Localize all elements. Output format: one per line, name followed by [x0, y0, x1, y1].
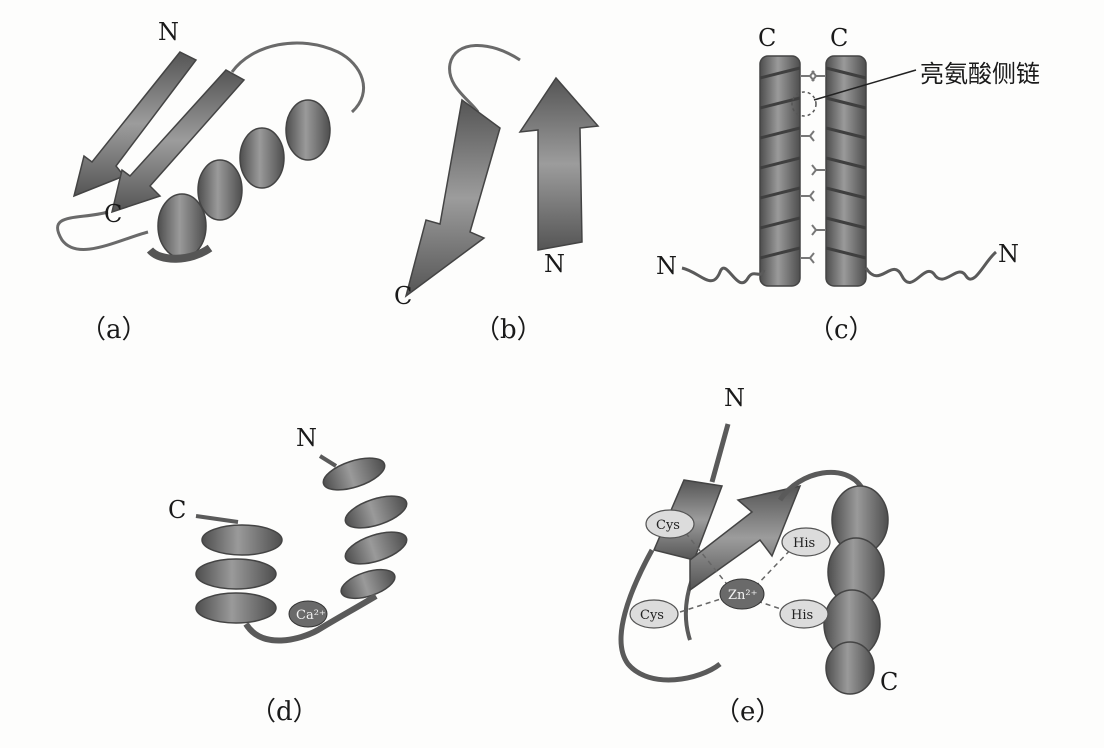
panel-e: Cys Cys His His Zn²⁺ N C （e） — [618, 384, 898, 727]
panel-e-zinc-label: Zn²⁺ — [728, 588, 757, 603]
panel-d-calcium-ion — [288, 600, 328, 628]
panel-e-helix — [823, 485, 889, 695]
panel-d-n-terminus: N — [296, 424, 317, 452]
panel-b-c-terminus: C — [394, 282, 412, 310]
panel-a: N C （a） — [56, 18, 365, 345]
panel-e-loop-left — [618, 548, 722, 683]
panel-a-loop — [56, 210, 149, 251]
panel-a-n-terminus: N — [158, 18, 179, 46]
panel-e-c-terminus: C — [880, 668, 898, 696]
panel-d-c-tail — [195, 514, 239, 524]
panel-a-top-loop — [230, 41, 365, 114]
panel-b-strand-n — [518, 76, 600, 251]
panel-e-n-terminus: N — [724, 384, 745, 412]
panel-b-n-terminus: N — [544, 250, 565, 278]
panel-c-tail-right — [864, 250, 998, 284]
panel-c-n-terminus-left: N — [656, 252, 677, 280]
panel-b-loop — [448, 44, 521, 113]
panel-e-cys-bottom — [629, 599, 679, 629]
panel-d-n-tail — [318, 454, 338, 468]
panel-a-helix — [146, 99, 331, 263]
panel-c-pointer-line — [813, 69, 917, 101]
panel-c-dotted-circle — [791, 91, 817, 117]
panel-d: Ca²⁺ N C （d） — [168, 424, 408, 727]
panel-a-c-terminus: C — [104, 200, 122, 228]
panel-d-helix-right — [322, 457, 408, 600]
panel-e-caption: （e） — [714, 697, 781, 727]
panel-c-c-terminus-left: C — [758, 24, 776, 52]
panel-a-caption: （a） — [80, 315, 148, 345]
panel-c-tail-left — [681, 266, 766, 285]
panel-e-cys-bottom-label: Cys — [640, 608, 664, 623]
panel-e-n-tail — [709, 423, 731, 483]
panel-e-strand-2 — [689, 484, 802, 592]
panel-a-strand-2 — [110, 69, 246, 214]
panel-c-helix-left — [759, 55, 801, 287]
panel-a-strand-1 — [72, 51, 198, 198]
panel-b-caption: （b） — [474, 315, 543, 345]
panel-b-strand-c — [404, 98, 501, 298]
panel-c-leucine-side-chains — [800, 70, 826, 264]
panel-c-n-terminus-right: N — [998, 240, 1019, 268]
panel-e-loop-top — [777, 469, 865, 502]
panel-e-zinc-ion — [719, 578, 765, 610]
panel-d-calcium-label: Ca²⁺ — [296, 608, 326, 623]
panel-e-cys-top — [645, 509, 695, 539]
panel-d-loop — [243, 593, 378, 644]
panel-e-his-top — [781, 527, 831, 557]
panel-e-his-bottom — [779, 599, 829, 629]
panel-e-his-bottom-label: His — [791, 608, 813, 623]
panel-d-c-terminus: C — [168, 496, 186, 524]
panel-c: C C N N 亮氨酸侧链 （c） — [656, 24, 1040, 345]
panel-e-cys-top-label: Cys — [656, 518, 680, 533]
panel-c-caption: （c） — [808, 315, 875, 345]
panel-d-helix-left — [195, 524, 283, 624]
panel-b: N C （b） — [394, 44, 600, 345]
panel-c-c-terminus-right: C — [830, 24, 848, 52]
panel-e-his-top-label: His — [793, 536, 815, 551]
panel-d-caption: （d） — [250, 697, 319, 727]
panel-c-leucine-label: 亮氨酸侧链 — [920, 60, 1040, 88]
